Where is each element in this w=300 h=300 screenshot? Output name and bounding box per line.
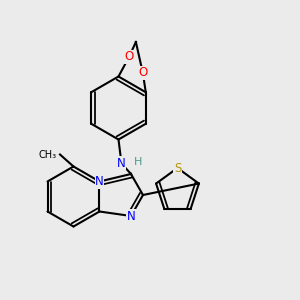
Text: S: S [174, 161, 181, 175]
Text: N: N [95, 175, 104, 188]
Text: O: O [138, 66, 147, 79]
Text: N: N [117, 157, 126, 170]
Text: N: N [127, 209, 135, 223]
Text: H: H [134, 157, 142, 167]
Text: CH₃: CH₃ [39, 149, 57, 160]
Text: O: O [124, 50, 134, 64]
